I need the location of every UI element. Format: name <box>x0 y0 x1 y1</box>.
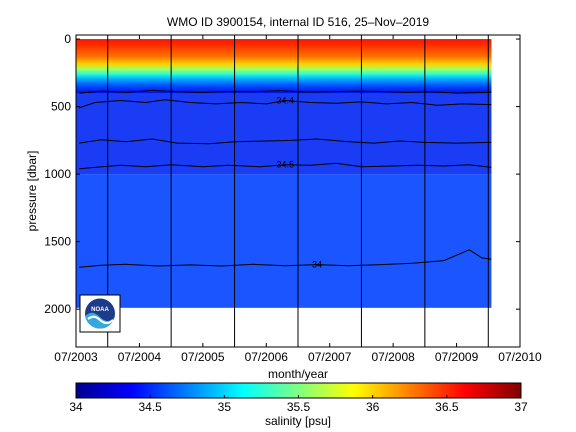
contour-line <box>79 99 492 109</box>
colorbar-label: salinity [psu] <box>265 414 331 428</box>
y-tick-label: 1500 <box>44 235 71 249</box>
contour-line <box>79 162 492 170</box>
salinity-field <box>76 39 520 347</box>
x-tick-label: 07/2006 <box>245 350 289 364</box>
colorbar-axis: 34 34.5 35 35.5 36 36.5 37 <box>69 395 528 414</box>
x-tick-label: 07/2009 <box>435 350 479 364</box>
plot-frame <box>75 34 521 348</box>
salinity-field-surface <box>76 39 492 94</box>
colorbar-tick-label: 35.5 <box>287 400 311 414</box>
x-axis-label: month/year <box>268 367 328 381</box>
noaa-logo-text: NOAA <box>91 307 109 313</box>
profile-date-lines <box>107 35 489 347</box>
plot-area: 34 34.5 34.4 <box>76 35 520 347</box>
chart-title: WMO ID 3900154, internal ID 516, 25–Nov–… <box>167 15 429 29</box>
contour-label: 34.5 <box>277 160 295 170</box>
x-tick-label: 07/2003 <box>54 350 98 364</box>
salinity-field-intermediate <box>76 90 492 175</box>
x-tick-label: 07/2005 <box>181 350 225 364</box>
colorbar-tick-label: 36.5 <box>435 400 459 414</box>
y-tick-label: 2000 <box>44 302 71 316</box>
x-tick-label: 07/2010 <box>498 350 542 364</box>
y-axis-label: pressure [dbar] <box>25 151 39 232</box>
colorbar-tick-label: 36 <box>366 400 380 414</box>
colorbar-tick-label: 35 <box>218 400 232 414</box>
contour-line <box>79 249 492 268</box>
contour-label: 34.4 <box>277 96 295 106</box>
contour-line <box>79 89 492 94</box>
y-tick-label: 0 <box>64 32 71 46</box>
x-tick-label: 07/2004 <box>118 350 162 364</box>
missing-data <box>491 174 520 347</box>
contour-label: 34 <box>312 260 322 270</box>
colorbar-tick-label: 37 <box>514 400 528 414</box>
colorbar-tick-label: 34.5 <box>138 400 162 414</box>
x-tick-label: 07/2008 <box>371 350 415 364</box>
salinity-contours: 34 34.5 34.4 <box>79 89 492 270</box>
y-tick-label: 500 <box>51 100 71 114</box>
x-tick-label: 07/2007 <box>308 350 352 364</box>
colorbar-tick-label: 34 <box>69 400 83 414</box>
salinity-field-deep <box>76 174 492 308</box>
x-axis: 07/2003 07/2004 07/2005 07/2006 07/2007 07/20… <box>54 35 542 364</box>
noaa-logo: NOAA <box>79 294 121 333</box>
y-axis: 0 500 1000 1500 2000 <box>44 32 520 316</box>
contour-line <box>79 138 492 145</box>
y-tick-label: 1000 <box>44 167 71 181</box>
